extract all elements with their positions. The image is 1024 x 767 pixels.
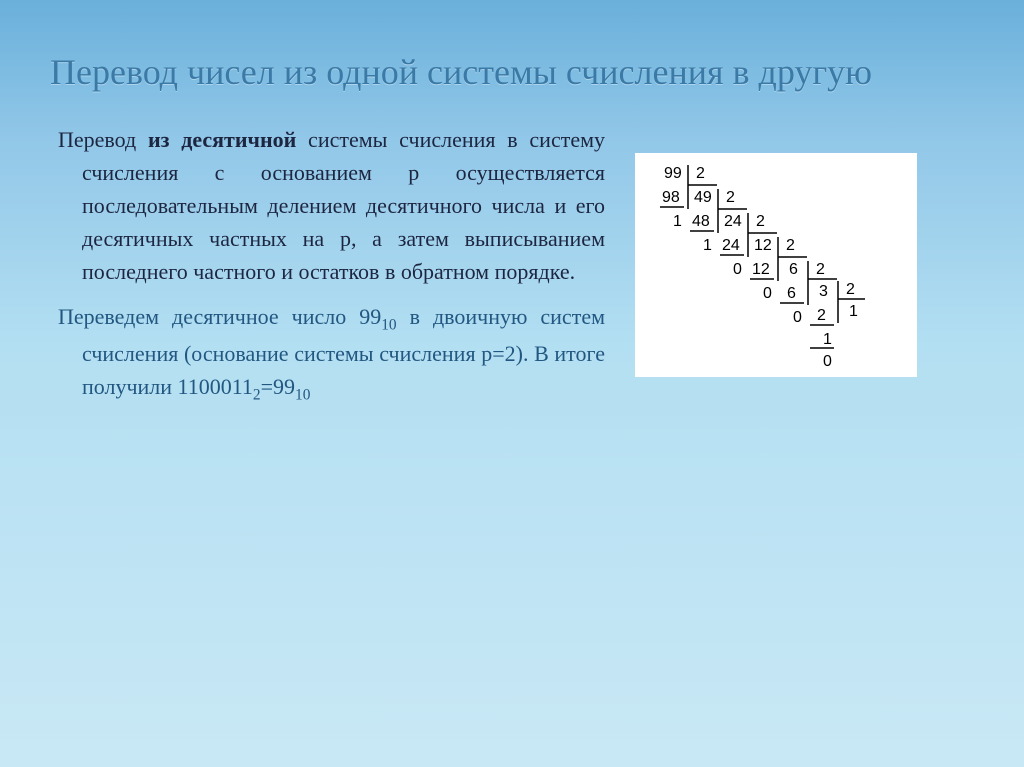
division-number: 0 — [733, 261, 742, 279]
p2-part1: Переведем десятичное число 99 — [58, 304, 381, 329]
division-number: 2 — [846, 281, 855, 299]
p2-part3: =99 — [261, 374, 295, 399]
long-division-figure: 9929849124824122412021260263022110 — [635, 153, 917, 377]
slide-title: Перевод чисел из одной системы счисления… — [50, 50, 974, 95]
division-number: 99 — [664, 165, 682, 183]
division-number: 2 — [817, 307, 826, 325]
division-number: 2 — [726, 189, 735, 207]
division-number: 12 — [752, 261, 770, 279]
p2-sub1: 10 — [381, 316, 396, 333]
paragraph-2: Переведем десятичное число 9910 в двоичн… — [58, 300, 605, 406]
paragraph-1: Перевод из десятичной системы счисления … — [58, 123, 605, 288]
p1-part1: Перевод — [58, 127, 148, 152]
division-number: 1 — [849, 303, 858, 321]
division-number: 2 — [816, 261, 825, 279]
division-number: 0 — [823, 353, 832, 371]
division-number: 6 — [787, 285, 796, 303]
division-number: 1 — [703, 237, 712, 255]
p2-sub2: 2 — [253, 386, 261, 403]
division-number: 2 — [786, 237, 795, 255]
p2-sub3: 10 — [295, 386, 310, 403]
division-number: 0 — [763, 285, 772, 303]
content-row: Перевод из десятичной системы счисления … — [50, 123, 974, 418]
division-number: 2 — [696, 165, 705, 183]
division-number: 24 — [722, 237, 740, 255]
division-number: 2 — [756, 213, 765, 231]
division-number: 49 — [694, 189, 712, 207]
division-number: 3 — [819, 283, 828, 301]
division-number: 0 — [793, 309, 802, 327]
image-column: 9929849124824122412021260263022110 — [635, 153, 917, 377]
division-number: 24 — [724, 213, 742, 231]
division-number: 98 — [662, 189, 680, 207]
division-number: 12 — [754, 237, 772, 255]
division-number: 1 — [673, 213, 682, 231]
division-number: 1 — [823, 331, 832, 349]
division-number: 48 — [692, 213, 710, 231]
text-column: Перевод из десятичной системы счисления … — [50, 123, 605, 418]
division-number: 6 — [789, 261, 798, 279]
p1-bold: из десятичной — [148, 127, 296, 152]
